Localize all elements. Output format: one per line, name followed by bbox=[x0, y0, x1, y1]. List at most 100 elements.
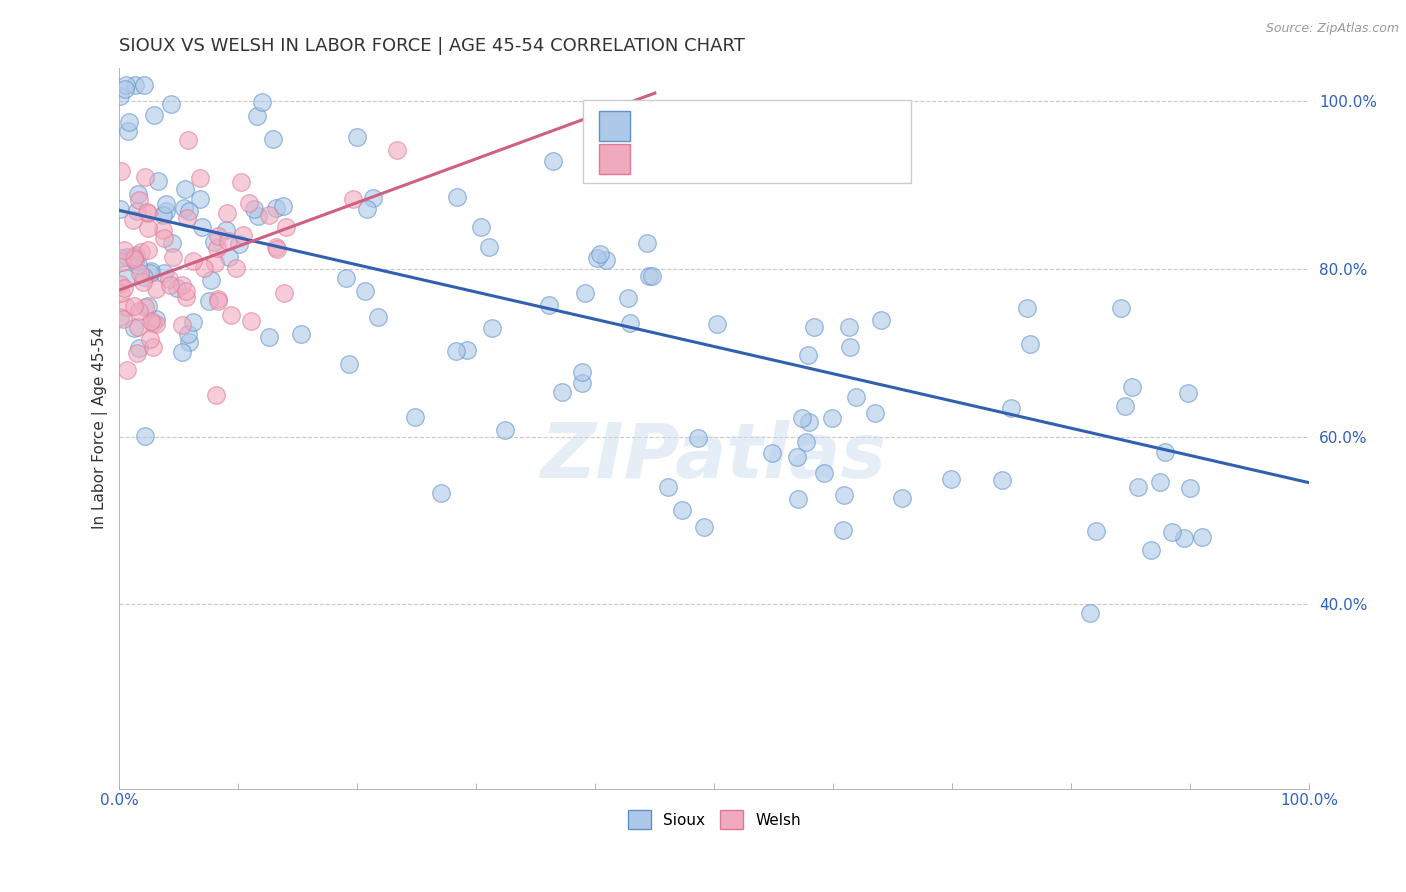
Point bbox=[1121, 380, 1143, 394]
Point bbox=[181, 315, 204, 329]
Point bbox=[692, 520, 714, 534]
Point bbox=[238, 196, 260, 211]
Point bbox=[152, 208, 174, 222]
Point bbox=[228, 237, 250, 252]
Point bbox=[111, 255, 134, 269]
Point bbox=[276, 220, 298, 235]
Point bbox=[122, 321, 145, 335]
Point bbox=[127, 346, 149, 360]
Point bbox=[290, 327, 312, 342]
Point bbox=[204, 256, 226, 270]
Point bbox=[122, 252, 145, 266]
Point bbox=[108, 202, 131, 217]
Point bbox=[110, 251, 132, 265]
Point bbox=[218, 250, 240, 264]
Point bbox=[143, 108, 166, 122]
Point bbox=[456, 343, 478, 357]
Point bbox=[110, 163, 132, 178]
Point bbox=[240, 314, 263, 328]
Point bbox=[589, 247, 612, 261]
Point bbox=[671, 503, 693, 517]
Point bbox=[657, 479, 679, 493]
Point bbox=[991, 473, 1014, 487]
Point bbox=[361, 191, 384, 205]
Point bbox=[869, 313, 891, 327]
Point bbox=[139, 266, 162, 280]
Point bbox=[155, 203, 177, 218]
Point bbox=[478, 240, 501, 254]
Point bbox=[153, 231, 176, 245]
Point bbox=[136, 299, 159, 313]
Point bbox=[243, 202, 266, 217]
Point bbox=[128, 304, 150, 318]
Point bbox=[551, 385, 574, 400]
Point bbox=[356, 202, 378, 216]
Point bbox=[193, 260, 215, 275]
Point bbox=[177, 334, 200, 349]
Point bbox=[571, 365, 593, 379]
Point bbox=[176, 211, 198, 225]
Point bbox=[1173, 532, 1195, 546]
Point bbox=[125, 248, 148, 262]
Point bbox=[141, 314, 163, 328]
Point bbox=[346, 130, 368, 145]
Point bbox=[595, 252, 617, 267]
Point bbox=[264, 240, 287, 254]
Point bbox=[207, 294, 229, 309]
Point bbox=[181, 253, 204, 268]
Point bbox=[177, 132, 200, 146]
Point bbox=[112, 243, 135, 257]
Point bbox=[114, 301, 136, 315]
Point bbox=[247, 209, 270, 223]
Point bbox=[797, 348, 820, 362]
Point bbox=[706, 317, 728, 331]
Point bbox=[1084, 524, 1107, 539]
Text: ZIPatlas: ZIPatlas bbox=[541, 420, 887, 494]
Point bbox=[786, 492, 808, 507]
Point bbox=[1177, 386, 1199, 401]
Point bbox=[177, 204, 200, 219]
Point bbox=[1149, 475, 1171, 489]
Point bbox=[1139, 543, 1161, 558]
Point bbox=[1191, 530, 1213, 544]
Point bbox=[173, 202, 195, 216]
Point bbox=[124, 254, 146, 268]
Point bbox=[207, 293, 229, 307]
Text: R =  0.526  N =  67: R = 0.526 N = 67 bbox=[637, 152, 820, 167]
Point bbox=[217, 234, 239, 248]
Point bbox=[115, 78, 138, 92]
Point bbox=[271, 199, 294, 213]
Point bbox=[538, 298, 561, 312]
Point bbox=[134, 429, 156, 443]
Point bbox=[127, 204, 149, 219]
Point bbox=[122, 250, 145, 264]
Point bbox=[257, 208, 280, 222]
Point bbox=[225, 261, 247, 276]
Point bbox=[444, 344, 467, 359]
Point bbox=[112, 280, 135, 294]
Point bbox=[139, 332, 162, 346]
Point bbox=[845, 390, 868, 404]
Point bbox=[246, 109, 269, 123]
Point bbox=[136, 221, 159, 235]
Point bbox=[159, 97, 181, 112]
Legend: Sioux, Welsh: Sioux, Welsh bbox=[621, 804, 807, 835]
Point bbox=[385, 143, 408, 157]
Point bbox=[803, 320, 825, 334]
Point bbox=[145, 282, 167, 296]
Point bbox=[831, 523, 853, 537]
Point bbox=[166, 280, 188, 294]
Point bbox=[198, 293, 221, 308]
Point bbox=[337, 357, 360, 371]
Point bbox=[141, 339, 163, 353]
Point bbox=[128, 193, 150, 207]
Point bbox=[231, 175, 253, 189]
Point bbox=[114, 82, 136, 96]
Point bbox=[257, 330, 280, 344]
Point bbox=[188, 170, 211, 185]
Y-axis label: In Labor Force | Age 45-54: In Labor Force | Age 45-54 bbox=[93, 327, 108, 529]
Point bbox=[136, 205, 159, 219]
Point bbox=[1114, 399, 1136, 413]
Point bbox=[207, 240, 229, 254]
Point bbox=[353, 284, 375, 298]
